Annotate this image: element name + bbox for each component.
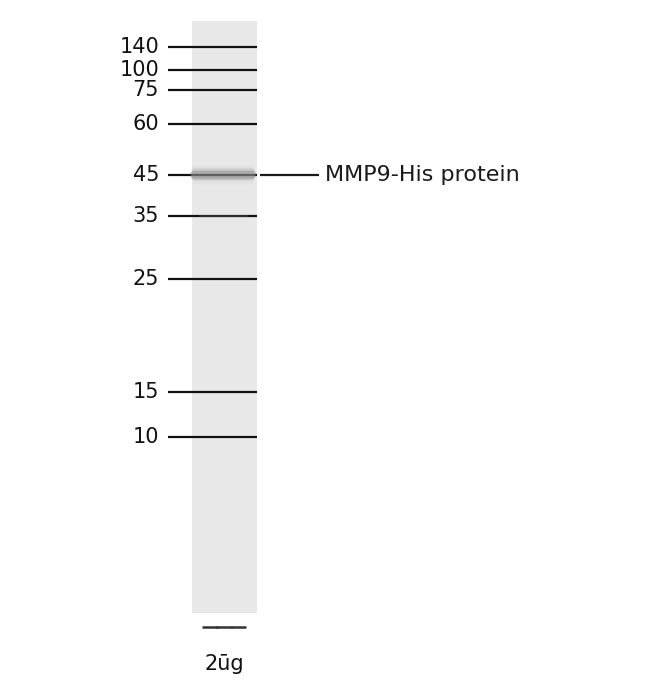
Text: MMP9-His protein: MMP9-His protein bbox=[325, 164, 520, 185]
Text: 35: 35 bbox=[133, 206, 159, 227]
Bar bbox=[192, 21, 257, 613]
Text: 15: 15 bbox=[133, 382, 159, 402]
Text: 25: 25 bbox=[133, 269, 159, 290]
Text: 60: 60 bbox=[133, 114, 159, 134]
Text: 2ūg: 2ūg bbox=[205, 654, 244, 674]
Text: 45: 45 bbox=[133, 164, 159, 185]
Text: 140: 140 bbox=[120, 36, 159, 57]
Text: 10: 10 bbox=[133, 427, 159, 447]
Text: 75: 75 bbox=[133, 79, 159, 100]
Text: 100: 100 bbox=[120, 60, 159, 80]
